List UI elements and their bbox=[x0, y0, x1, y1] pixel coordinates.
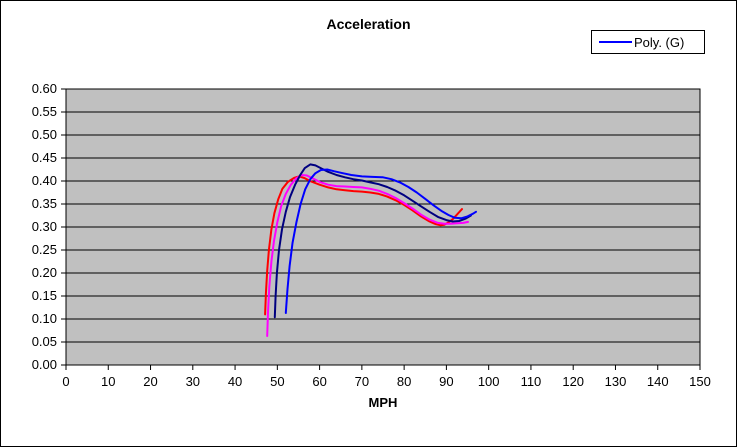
legend-label: Poly. (G) bbox=[634, 34, 685, 50]
x-tick-label: 50 bbox=[270, 374, 284, 389]
x-tick-label: 30 bbox=[186, 374, 200, 389]
x-tick-label: 150 bbox=[689, 374, 711, 389]
x-tick-label: 90 bbox=[439, 374, 453, 389]
chart-title: Acceleration bbox=[326, 16, 411, 32]
y-tick-label: 0.50 bbox=[32, 127, 57, 142]
y-tick-label: 0.45 bbox=[32, 150, 57, 165]
series-line-navy[interactable] bbox=[273, 163, 472, 319]
y-tick-label: 0.30 bbox=[32, 219, 57, 234]
y-tick-label: 0.55 bbox=[32, 104, 57, 119]
x-tick-label: 10 bbox=[101, 374, 115, 389]
x-tick-label: 120 bbox=[562, 374, 584, 389]
y-tick-label: 0.35 bbox=[32, 196, 57, 211]
y-tick-label: 0.15 bbox=[32, 288, 57, 303]
legend-box[interactable]: Poly. (G) bbox=[591, 30, 705, 54]
x-tick-label: 110 bbox=[521, 374, 542, 389]
y-tick-label: 0.10 bbox=[32, 311, 57, 326]
x-tick-label: 140 bbox=[647, 374, 669, 389]
x-tick-label: 60 bbox=[312, 374, 326, 389]
y-tick-label: 0.25 bbox=[32, 242, 57, 257]
x-axis-title: MPH bbox=[368, 395, 398, 410]
y-tick-label: 0.00 bbox=[32, 357, 57, 372]
series-line-poly-g[interactable] bbox=[284, 168, 477, 314]
y-tick-label: 0.05 bbox=[32, 334, 57, 349]
x-tick-label: 130 bbox=[605, 374, 627, 389]
x-tick-label: 0 bbox=[62, 374, 69, 389]
legend-line-sample bbox=[599, 41, 632, 43]
x-tick-label: 70 bbox=[355, 374, 369, 389]
x-tick-label: 20 bbox=[143, 374, 157, 389]
y-tick-label: 0.20 bbox=[32, 265, 57, 280]
series-line-magenta[interactable] bbox=[266, 174, 469, 337]
x-tick-label: 80 bbox=[397, 374, 411, 389]
series-line-red[interactable] bbox=[264, 175, 463, 316]
y-tick-label: 0.60 bbox=[32, 81, 57, 96]
x-tick-label: 40 bbox=[228, 374, 242, 389]
x-tick-label: 100 bbox=[478, 374, 500, 389]
y-tick-label: 0.40 bbox=[32, 173, 57, 188]
